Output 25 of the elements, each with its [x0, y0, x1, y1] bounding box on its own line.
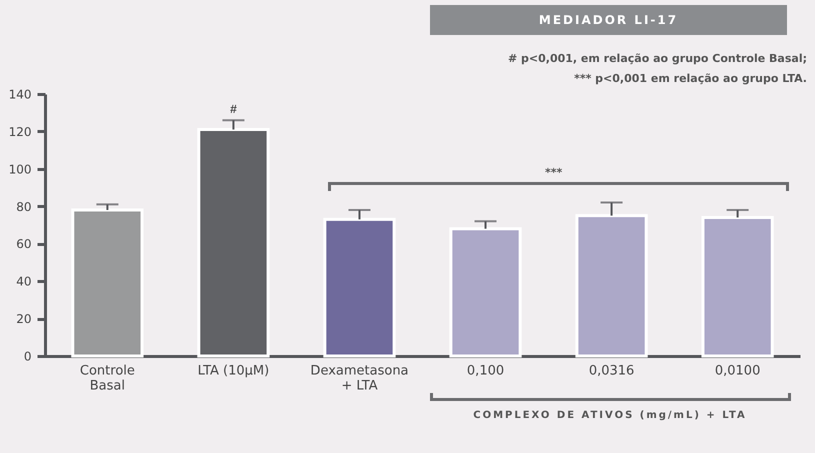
x-tick-label: 0,100	[466, 364, 504, 378]
bar	[71, 208, 144, 358]
x-tick-label: 0,0316	[588, 364, 634, 378]
y-tick-label: 40	[16, 274, 32, 289]
y-tick-label: 80	[16, 200, 32, 214]
text: COMPLEXO DE ATIVOS (mg/mL) + LTA	[472, 410, 748, 421]
y-tick-label: 100	[8, 162, 32, 176]
x-tick-label: Controle Basal	[80, 364, 135, 394]
y-tick-label: 120	[8, 124, 32, 139]
x-tick-label: Dexametasona + LTA	[310, 364, 409, 394]
annotation: #	[230, 102, 238, 116]
y-tick-label: 140	[8, 88, 32, 102]
bar	[575, 214, 648, 358]
text: *** p<0,001 em relação ao grupo LTA.	[574, 72, 807, 85]
bar	[449, 227, 522, 358]
y-tick-label: 20	[16, 312, 32, 326]
y-tick-label: 0	[24, 350, 32, 364]
x-tick-label: LTA (10µM)	[198, 364, 270, 378]
text: # p<0,001, em relação ao grupo Controle Basal;	[508, 52, 807, 65]
bar	[323, 218, 396, 358]
x-tick-label: 0,0100	[714, 364, 760, 378]
bar	[701, 216, 774, 358]
annotation: ***	[545, 166, 562, 179]
y-tick-label: 60	[16, 237, 32, 252]
chart-title: MEDIADOR LI-17	[430, 5, 787, 35]
